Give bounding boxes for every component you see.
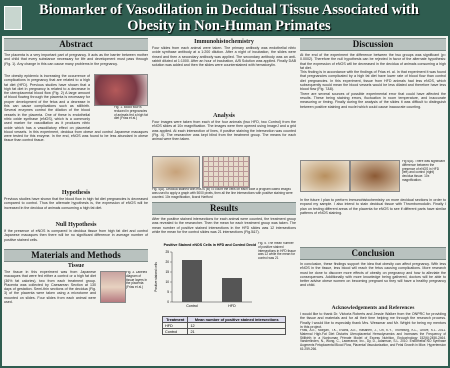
- y-tick-label: 20: [165, 260, 169, 264]
- table-cell: 21: [187, 328, 286, 335]
- paragraph: Four slides from each animal were taken.…: [152, 46, 296, 68]
- bar: [182, 260, 202, 302]
- subheading: Tissue: [67, 263, 85, 269]
- paragraph: After the positive stained intersections…: [152, 217, 296, 234]
- logo: [4, 6, 22, 30]
- figure-caption: Fig. 1. Blood flow is reduced in pregnan…: [114, 106, 148, 121]
- figure-image: [202, 156, 250, 188]
- figure-image: [100, 271, 126, 303]
- references: Frias, A.E., Morgan, T.K., Evans, A.E., …: [300, 329, 446, 351]
- discussion: Discussion At the end of the experiment …: [300, 38, 446, 245]
- table-cell: Control: [161, 328, 189, 335]
- x-tick-label: HFD: [228, 304, 236, 308]
- results: Results After the positive stained inter…: [152, 202, 296, 364]
- paragraph: There are several sources of possible ex…: [300, 91, 446, 109]
- figure-caption: Fig. 5. The mean number of positive stai…: [258, 242, 296, 261]
- figure-image: [94, 74, 148, 106]
- immunohistochemistry: Immunohistochemistry Four slides from ea…: [152, 38, 296, 112]
- materials-methods: Materials and Methods Tissue The tissue …: [4, 249, 148, 364]
- chart-title: Positive Stained eNOS Cells in HFD and C…: [164, 243, 256, 247]
- y-tick-label: 25: [165, 250, 169, 254]
- figure-image: [152, 156, 200, 188]
- y-tick-label: 5: [167, 290, 169, 294]
- section-heading: Discussion: [300, 38, 446, 51]
- subheading: Hypothesis: [61, 190, 91, 196]
- subheading: Null Hypothesis: [55, 222, 97, 228]
- poster-body: Abstract The placenta is a very importan…: [2, 36, 448, 366]
- subheading: Analysis: [213, 113, 235, 119]
- paragraph: Previous studies have shown that the blo…: [4, 197, 148, 210]
- y-tick-label: 10: [165, 280, 169, 284]
- figure-caption: Fig 6(A). There was significant differen…: [402, 160, 445, 182]
- paragraph: At the end of the experiment the differe…: [300, 53, 446, 70]
- hypothesis: Hypothesis Previous studies have shown t…: [4, 189, 148, 221]
- acknowledgements: Acknowledgements and References I would …: [300, 304, 446, 364]
- abstract: Abstract The placenta is a very importan…: [4, 38, 148, 188]
- paragraph: Four images were taken from each of the …: [152, 120, 296, 142]
- paragraph: The placenta is a very important part of…: [4, 53, 148, 66]
- table: Treatment Mean number of positive staine…: [161, 316, 286, 335]
- paragraph: In conclusion, these findings support th…: [300, 262, 446, 288]
- section-heading: Conclusion: [300, 247, 446, 260]
- paragraph: This finding is in accordance with the f…: [300, 70, 446, 92]
- y-tick-label: 15: [165, 270, 169, 274]
- paragraph: In the future I plan to perform immunohi…: [300, 198, 446, 215]
- section-heading: Results: [152, 202, 296, 215]
- section-heading: Abstract: [4, 38, 148, 51]
- section-heading: Materials and Methods: [4, 249, 148, 262]
- paragraph: If the presence of eNOS is compared in d…: [4, 229, 148, 242]
- y-tick-label: 0: [167, 300, 169, 304]
- figure-image: [300, 160, 350, 192]
- null-hypothesis: Null Hypothesis If the presence of eNOS …: [4, 221, 148, 247]
- y-axis-label: Positive stained cells: [154, 262, 158, 292]
- bar: [222, 278, 242, 302]
- figure-caption: Fig. 3. Labeled diagram of tissue layers…: [126, 271, 148, 290]
- bar-chart: Positive Stained eNOS Cells in HFD and C…: [154, 243, 256, 308]
- conclusion: Conclusion In conclusion, these findings…: [300, 247, 446, 303]
- paragraph-text: The obesity epidemic is increasing the o…: [4, 74, 148, 143]
- subheading: Acknowledgements and References: [331, 305, 415, 311]
- paragraph: The tissue in this experiment was from J…: [4, 270, 96, 305]
- analysis: Analysis Four images were taken from eac…: [152, 112, 296, 200]
- figure-image: [350, 160, 400, 192]
- poster-title: Biomarker of Vasodilation in Decidual Ti…: [39, 2, 419, 34]
- results-table: Treatment Mean number of positive staine…: [161, 316, 286, 335]
- x-tick-label: Control: [186, 304, 198, 308]
- paragraph: The obesity epidemic is increasing the o…: [4, 74, 148, 188]
- paragraph: I would like to thank Dr. Victoria Rober…: [300, 312, 446, 329]
- subheading: Immunohistochemistry: [194, 39, 254, 45]
- figure-caption: Fig. 4(A). Decidua stained with eNOS (B)…: [152, 188, 293, 199]
